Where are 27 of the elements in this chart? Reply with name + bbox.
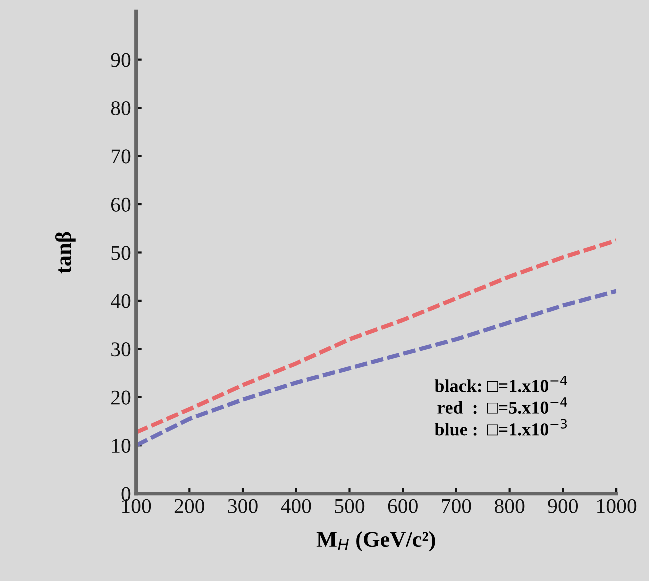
annotation: black: □=1.x10$^{−4}$	[434, 376, 568, 392]
x-tick-label: 900	[548, 499, 578, 514]
line-series	[136, 238, 617, 435]
x-axis-title: M$_{H}$ (GeV/c²)	[316, 531, 436, 552]
y-tick-label: 90	[111, 53, 131, 68]
x-tick-label: 300	[228, 499, 258, 514]
x-tick-label: 400	[281, 499, 312, 514]
annotation: blue : □=1.x10$^{−3}$	[434, 419, 568, 436]
y-tick-label: 80	[111, 101, 131, 116]
x-tick-label: 800	[494, 499, 525, 514]
y-tick-label: 70	[112, 150, 131, 164]
y-axis-title: tanβ	[55, 232, 76, 274]
y-tick-label: 40	[111, 294, 131, 308]
y-tick-label: 50	[112, 246, 131, 260]
y-tick-label: 0	[122, 487, 131, 502]
x-tick-label: 200	[174, 499, 204, 514]
line-series	[136, 289, 617, 448]
x-tick-label: 100	[122, 499, 152, 514]
x-tick-label: 500	[335, 499, 365, 514]
y-tick-label: 30	[112, 342, 131, 357]
annotation: red : □=5.x10$^{−4}$	[438, 398, 568, 414]
x-tick-label: 700	[442, 499, 472, 514]
x-tick-label: 600	[388, 499, 418, 514]
y-tick-label: 10	[112, 439, 131, 454]
x-tick-label: 1000	[598, 499, 637, 514]
y-tick-label: 60	[111, 198, 131, 212]
y-tick-label: 20	[112, 390, 131, 405]
